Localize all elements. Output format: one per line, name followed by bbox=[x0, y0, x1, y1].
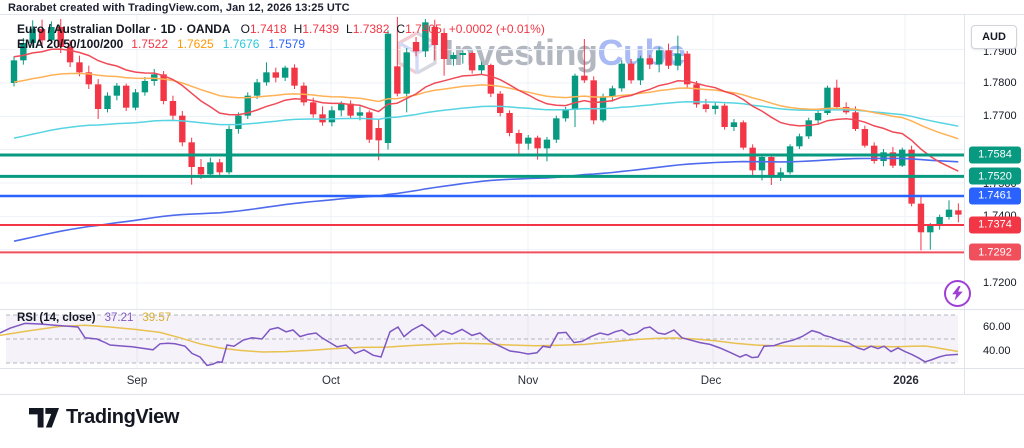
attribution-text: Raorabet created with TradingView.com, J… bbox=[8, 2, 350, 14]
time-axis-label: Oct bbox=[322, 375, 340, 387]
symbol-legend: Euro / Australian Dollar · 1D · OANDA O1… bbox=[17, 22, 552, 52]
support-resistance-lines[interactable] bbox=[0, 153, 964, 254]
lightning-icon bbox=[952, 286, 963, 301]
change-value: +0.0002 (+0.01%) bbox=[448, 22, 545, 36]
tradingview-branding[interactable]: TradingView bbox=[29, 406, 179, 429]
price-level-badge: 1.7584 bbox=[969, 146, 1021, 164]
currency-button[interactable]: AUD bbox=[971, 25, 1017, 49]
time-axis-label: Nov bbox=[517, 375, 539, 387]
time-axis-label: Sep bbox=[126, 375, 148, 387]
rsi-band bbox=[6, 314, 958, 364]
rsi-scale-label: 60.00 bbox=[983, 321, 1011, 333]
ohlc-close: C1.7405 bbox=[396, 22, 442, 36]
price-level-badge: 1.7292 bbox=[969, 243, 1021, 261]
symbol-title: Euro / Australian Dollar · 1D · OANDA bbox=[17, 22, 231, 36]
price-level-badge: 1.7374 bbox=[969, 216, 1021, 234]
rsi-scale-label: 40.00 bbox=[983, 345, 1011, 357]
candles bbox=[10, 22, 962, 233]
price-axis-label: 1.7700 bbox=[983, 110, 1017, 122]
rsi-legend: RSI (14, close) 37.21 39.57 bbox=[17, 312, 180, 324]
time-axis-label: Dec bbox=[700, 375, 722, 387]
symbol-title-row: Euro / Australian Dollar · 1D · OANDA O1… bbox=[17, 22, 552, 37]
price-axis-label: 1.7200 bbox=[983, 277, 1017, 289]
ohlc-high: H1.7439 bbox=[293, 22, 340, 36]
price-axis-label: 1.7900 bbox=[983, 46, 1017, 58]
ema20-value: 1.7522 bbox=[131, 37, 168, 51]
price-axis-label: 1.7800 bbox=[983, 77, 1017, 89]
ema50-value: 1.7625 bbox=[177, 37, 214, 51]
price-level-badge: 1.7520 bbox=[969, 167, 1021, 185]
tradingview-brand-text: TradingView bbox=[66, 406, 180, 428]
ema-lines bbox=[13, 48, 959, 242]
price-level-badge: 1.7461 bbox=[969, 187, 1021, 205]
rsi-value: 37.21 bbox=[104, 312, 134, 324]
ohlc-open: O1.7418 bbox=[240, 22, 287, 36]
boost-button[interactable] bbox=[944, 280, 971, 307]
ema-legend-row: EMA 20/50/100/200 1.7522 1.7625 1.7676 1… bbox=[17, 37, 552, 52]
time-axis-label: 2026 bbox=[893, 375, 919, 387]
ema100-value: 1.7676 bbox=[222, 37, 260, 51]
rsi-ma-value: 39.57 bbox=[142, 312, 172, 324]
pane-separators[interactable] bbox=[0, 14, 1024, 395]
rsi-label: RSI (14, close) bbox=[17, 312, 96, 324]
ema-label: EMA 20/50/100/200 bbox=[17, 37, 124, 51]
tradingview-logo-icon bbox=[29, 407, 59, 428]
rsi-lines bbox=[0, 322, 959, 367]
ohlc-low: L1.7382 bbox=[346, 22, 390, 36]
ema200-value: 1.7579 bbox=[268, 37, 306, 51]
